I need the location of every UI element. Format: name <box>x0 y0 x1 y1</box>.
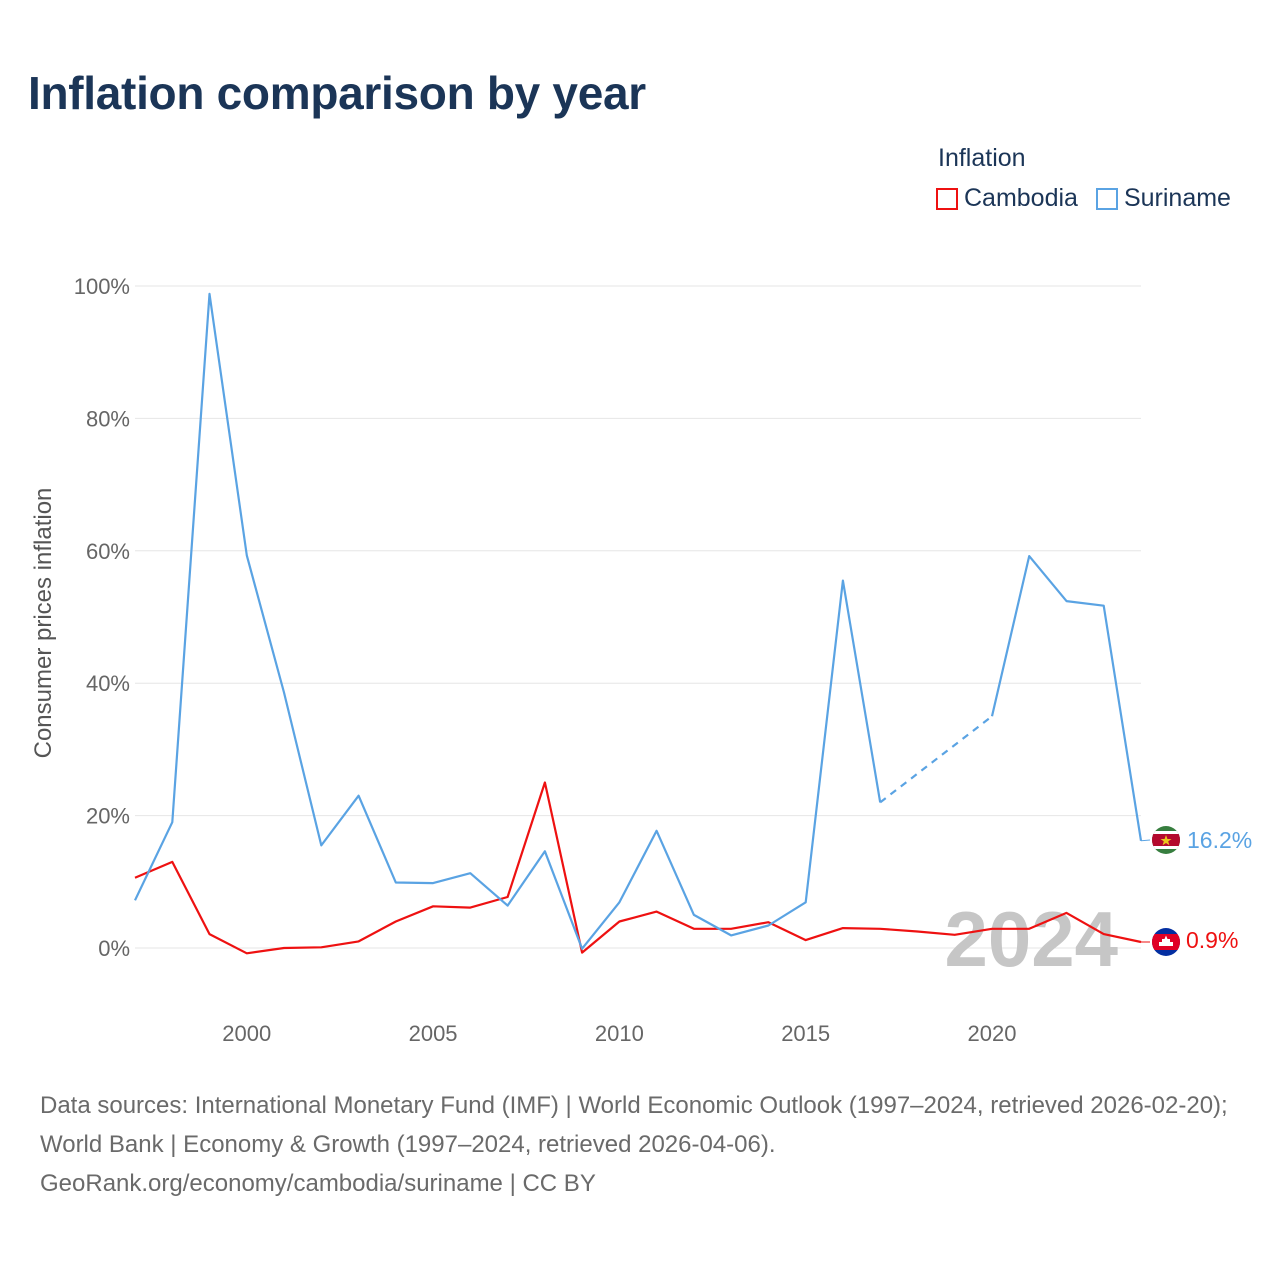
cambodia-point[interactable] <box>207 931 213 937</box>
cambodia-point[interactable] <box>244 950 250 956</box>
legend-item-cambodia[interactable]: Cambodia <box>936 184 1078 213</box>
suriname-point[interactable] <box>989 713 995 719</box>
y-tick-label: 0% <box>98 936 130 961</box>
suriname-point[interactable] <box>1063 598 1069 604</box>
cambodia-point[interactable] <box>430 903 436 909</box>
grid-lines <box>135 285 1141 949</box>
suriname-point[interactable] <box>803 899 809 905</box>
y-tick-label: 60% <box>86 539 130 564</box>
suriname-point[interactable] <box>877 799 883 805</box>
cambodia-point[interactable] <box>840 925 846 931</box>
cambodia-point[interactable] <box>1101 931 1107 937</box>
cambodia-point[interactable] <box>393 919 399 925</box>
cambodia-point[interactable] <box>281 945 287 951</box>
cambodia-point[interactable] <box>1026 926 1032 932</box>
suriname-point[interactable] <box>728 932 734 938</box>
suriname-point[interactable] <box>318 842 324 848</box>
cambodia-point[interactable] <box>542 780 548 786</box>
suriname-point[interactable] <box>542 848 548 854</box>
cambodia-point[interactable] <box>914 928 920 934</box>
data-source-note: Data sources: International Monetary Fun… <box>40 1086 1255 1203</box>
suriname-point[interactable] <box>505 903 511 909</box>
legend-swatch-suriname <box>1095 187 1118 210</box>
suriname-point[interactable] <box>132 897 138 903</box>
suriname-line <box>134 292 1143 950</box>
x-tick-label: 2020 <box>967 1021 1016 1046</box>
cambodia-point[interactable] <box>877 926 883 932</box>
suriname-point[interactable] <box>1026 553 1032 559</box>
cambodia-point[interactable] <box>1063 910 1069 916</box>
x-tick-label: 2010 <box>595 1021 644 1046</box>
legend-item-suriname[interactable]: Suriname <box>1095 184 1231 213</box>
suriname-end-label: 16.2% <box>1187 827 1252 853</box>
y-tick-label: 100% <box>74 274 130 299</box>
legend-label-cambodia: Cambodia <box>964 184 1078 212</box>
suriname-point[interactable] <box>840 578 846 584</box>
source-line-2[interactable]: GeoRank.org/economy/cambodia/suriname | … <box>40 1170 596 1197</box>
suriname-point[interactable] <box>244 552 250 558</box>
suriname-point[interactable] <box>579 946 585 952</box>
cambodia-point[interactable] <box>318 944 324 950</box>
cambodia-end-label: 0.9% <box>1186 927 1238 953</box>
cambodia-point[interactable] <box>952 932 958 938</box>
x-tick-labels: 2000 2005 2010 2015 2020 <box>222 1021 1016 1046</box>
chart-title: Inflation comparison by year <box>28 67 646 119</box>
suriname-point[interactable] <box>691 912 697 918</box>
x-tick-label: 2015 <box>781 1021 830 1046</box>
y-tick-label: 40% <box>86 671 130 696</box>
current-year-watermark: 2024 <box>944 895 1118 983</box>
suriname-point[interactable] <box>356 793 362 799</box>
x-tick-label: 2005 <box>409 1021 458 1046</box>
cambodia-point[interactable] <box>356 938 362 944</box>
cambodia-point[interactable] <box>467 905 473 911</box>
cambodia-point[interactable] <box>505 894 511 900</box>
suriname-point[interactable] <box>430 880 436 886</box>
cambodia-point[interactable] <box>169 859 175 865</box>
legend-title: Inflation <box>938 144 1026 172</box>
legend-swatch-cambodia <box>936 187 958 210</box>
legend: Cambodia Suriname <box>936 184 1231 213</box>
legend-label-suriname: Suriname <box>1123 184 1231 212</box>
x-tick-label: 2000 <box>222 1021 271 1046</box>
suriname-point[interactable] <box>393 879 399 885</box>
cambodia-point[interactable] <box>989 926 995 932</box>
cambodia-point[interactable] <box>654 909 660 915</box>
y-axis-label: Consumer prices inflation <box>30 488 57 759</box>
suriname-leader-line <box>1140 839 1151 842</box>
y-tick-label: 20% <box>86 804 130 829</box>
suriname-point[interactable] <box>467 870 473 876</box>
cambodia-point[interactable] <box>132 875 138 881</box>
suriname-point[interactable] <box>616 899 622 905</box>
cambodia-point[interactable] <box>691 926 697 932</box>
suriname-point[interactable] <box>207 291 213 297</box>
y-tick-labels: 0% 20% 40% 60% 80% 100% <box>74 274 130 961</box>
suriname-point[interactable] <box>1101 603 1107 609</box>
y-tick-label: 80% <box>86 406 130 431</box>
cambodia-point[interactable] <box>728 926 734 932</box>
source-line-1: Data sources: International Monetary Fun… <box>40 1092 1228 1158</box>
cambodia-flag-icon <box>1152 928 1180 956</box>
line-chart: 0%20%40%60%80%100% 2000 2005 2010 2015 2020 … <box>30 274 1252 1046</box>
suriname-point[interactable] <box>281 689 287 695</box>
suriname-point[interactable] <box>765 922 771 928</box>
cambodia-line <box>134 781 1142 955</box>
suriname-point[interactable] <box>169 819 175 825</box>
cambodia-point[interactable] <box>803 937 809 943</box>
suriname-dashed-gap-line <box>879 715 993 804</box>
suriname-point[interactable] <box>654 828 660 834</box>
cambodia-point[interactable] <box>616 919 622 925</box>
series-lines <box>132 291 1151 956</box>
suriname-flag-icon <box>1152 826 1180 854</box>
